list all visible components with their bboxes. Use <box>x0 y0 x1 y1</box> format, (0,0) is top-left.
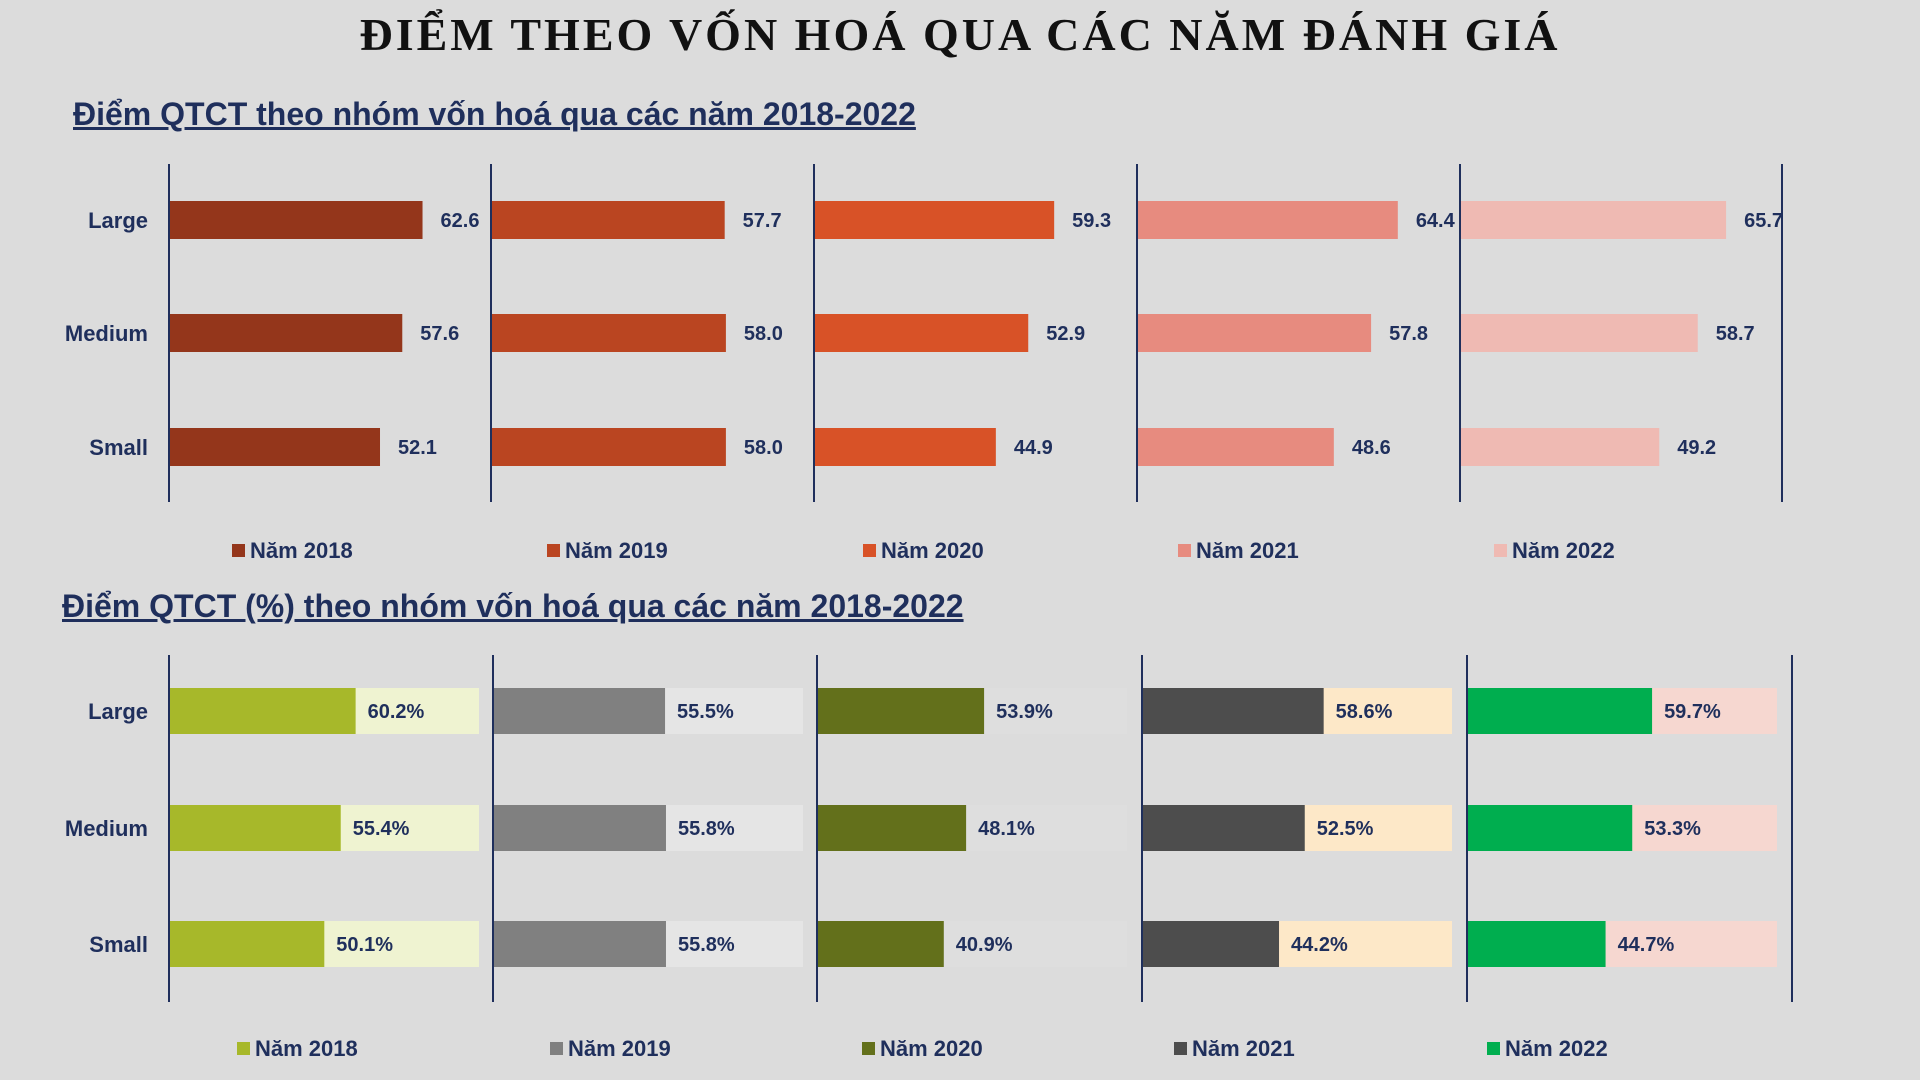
legend-swatch <box>1487 1042 1500 1055</box>
bar <box>1137 428 1334 466</box>
bar <box>1142 921 1280 967</box>
data-label: 57.6 <box>420 323 459 345</box>
data-label: 53.3% <box>1644 818 1701 840</box>
data-label: 48.6 <box>1352 437 1391 459</box>
bar <box>491 428 726 466</box>
bar <box>169 688 356 734</box>
legend-label: Năm 2022 <box>1512 538 1615 563</box>
legend-label: Năm 2020 <box>880 1036 983 1061</box>
legend-swatch <box>862 1042 875 1055</box>
legend-label: Năm 2019 <box>568 1036 671 1061</box>
legend-swatch <box>550 1042 563 1055</box>
bar <box>169 201 423 239</box>
legend-label: Năm 2020 <box>881 538 984 563</box>
legend-label: Năm 2019 <box>565 538 668 563</box>
data-label: 44.7% <box>1618 934 1675 956</box>
data-label: 57.7 <box>743 210 782 232</box>
bar <box>814 428 996 466</box>
data-label: 52.9 <box>1046 323 1085 345</box>
bar <box>1137 201 1398 239</box>
data-label: 59.3 <box>1072 210 1111 232</box>
data-label: 65.7 <box>1744 210 1783 232</box>
data-label: 64.4 <box>1416 210 1456 232</box>
category-label-small: Small <box>89 932 148 957</box>
legend-label: Năm 2021 <box>1196 538 1299 563</box>
bar <box>169 428 381 466</box>
chart-title-percent: Điểm QTCT (%) theo nhóm vốn hoá qua các … <box>62 588 964 624</box>
data-label: 55.4% <box>353 818 410 840</box>
data-label: 57.8 <box>1389 323 1428 345</box>
bar <box>491 314 726 352</box>
data-label: 44.9 <box>1014 437 1053 459</box>
bar <box>169 921 325 967</box>
bar <box>169 314 403 352</box>
bar <box>1460 428 1660 466</box>
legend-label: Năm 2018 <box>250 538 353 563</box>
bar <box>814 314 1029 352</box>
legend-swatch <box>1178 544 1191 557</box>
data-label: 44.2% <box>1291 934 1348 956</box>
data-label: 58.7 <box>1716 323 1755 345</box>
category-label-small: Small <box>89 435 148 460</box>
page-title: ĐIỂM THEO VỐN HOÁ QUA CÁC NĂM ĐÁNH GIÁ <box>359 9 1561 60</box>
bar <box>493 688 666 734</box>
data-label: 52.1 <box>398 437 437 459</box>
legend-label: Năm 2022 <box>1505 1036 1608 1061</box>
data-label: 58.6% <box>1336 701 1393 723</box>
legend-label: Năm 2018 <box>255 1036 358 1061</box>
data-label: 48.1% <box>978 818 1035 840</box>
bar <box>1460 201 1727 239</box>
legend-label: Năm 2021 <box>1192 1036 1295 1061</box>
bar <box>1467 688 1653 734</box>
bar <box>1460 314 1698 352</box>
data-label: 59.7% <box>1664 701 1721 723</box>
bar <box>817 688 985 734</box>
data-label: 40.9% <box>956 934 1013 956</box>
legend-swatch <box>232 544 245 557</box>
data-label: 60.2% <box>368 701 425 723</box>
legend-swatch <box>237 1042 250 1055</box>
bar <box>169 805 341 851</box>
bar <box>1142 688 1324 734</box>
legend-swatch <box>1174 1042 1187 1055</box>
bar <box>1467 921 1606 967</box>
data-label: 49.2 <box>1677 437 1716 459</box>
data-label: 50.1% <box>336 934 393 956</box>
bar <box>814 201 1055 239</box>
bar <box>1142 805 1305 851</box>
data-label: 55.8% <box>678 818 735 840</box>
data-label: 62.6 <box>441 210 480 232</box>
category-label-medium: Medium <box>65 816 148 841</box>
data-label: 55.5% <box>677 701 734 723</box>
bar <box>1467 805 1633 851</box>
data-label: 53.9% <box>996 701 1053 723</box>
legend-swatch <box>863 544 876 557</box>
bar <box>817 921 944 967</box>
bar <box>493 921 666 967</box>
bar <box>817 805 967 851</box>
category-label-large: Large <box>88 699 148 724</box>
legend-swatch <box>1494 544 1507 557</box>
data-label: 58.0 <box>744 437 783 459</box>
chart-percent-by-capitalization: Large Medium Small 60.2% 55.4% 50.1% 55.5% 55.8… <box>65 655 1793 1061</box>
data-label: 55.8% <box>678 934 735 956</box>
chart-title-scores: Điểm QTCT theo nhóm vốn hoá qua các năm … <box>73 96 916 132</box>
category-label-medium: Medium <box>65 321 148 346</box>
chart-scores-by-capitalization: Large Medium Small 62.6 57.6 52.1 57.7 58.0 58.0… <box>65 164 1783 563</box>
data-label: 58.0 <box>744 323 783 345</box>
bar <box>491 201 725 239</box>
data-label: 52.5% <box>1317 818 1374 840</box>
category-label-large: Large <box>88 208 148 233</box>
legend-swatch <box>547 544 560 557</box>
bar <box>493 805 666 851</box>
bar <box>1137 314 1372 352</box>
